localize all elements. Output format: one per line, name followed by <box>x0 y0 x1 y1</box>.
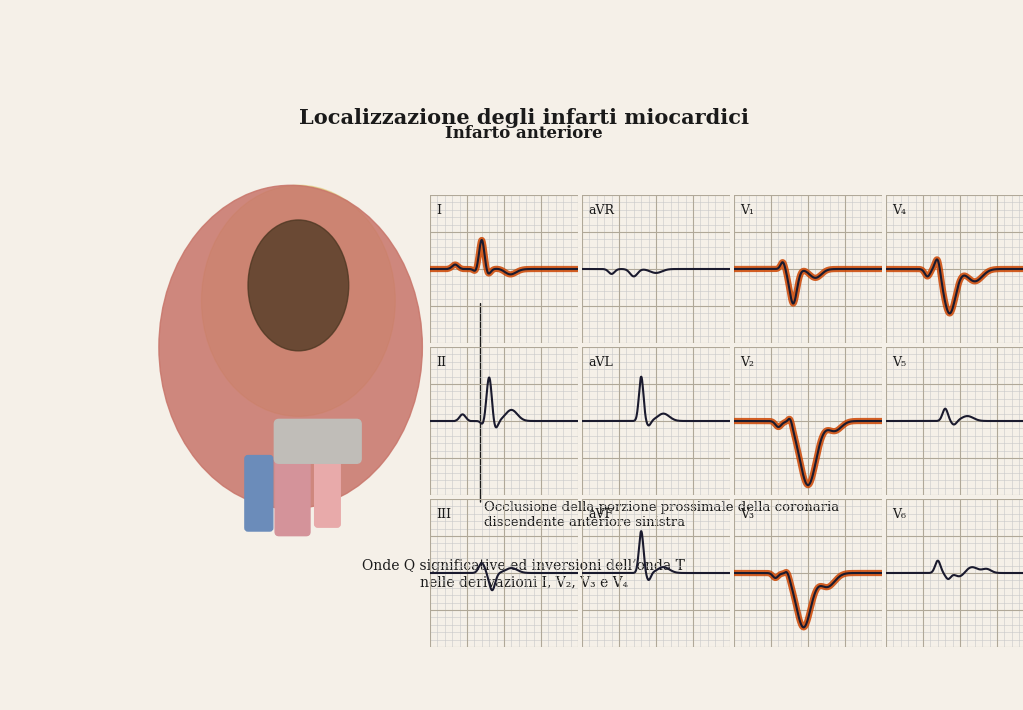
Ellipse shape <box>248 220 349 351</box>
Text: Localizzazione degli infarti miocardici: Localizzazione degli infarti miocardici <box>299 109 749 129</box>
Text: aVL: aVL <box>588 356 613 369</box>
Text: I: I <box>436 204 441 217</box>
FancyBboxPatch shape <box>315 459 341 528</box>
Text: V₁: V₁ <box>740 204 754 217</box>
Text: aVR: aVR <box>588 204 614 217</box>
Text: Occlusione della porzione prossimale della coronaria
discendente anteriore sinis: Occlusione della porzione prossimale del… <box>484 501 840 529</box>
FancyBboxPatch shape <box>244 456 273 531</box>
Text: Infarto anteriore: Infarto anteriore <box>445 125 603 142</box>
FancyBboxPatch shape <box>274 420 361 463</box>
Text: aVF: aVF <box>588 508 613 521</box>
Text: Onde Q significative ed inversioni dell’onda T
nelle derivazioni I, V₂, V₃ e V₄: Onde Q significative ed inversioni dell’… <box>362 559 685 589</box>
Ellipse shape <box>202 185 395 416</box>
FancyBboxPatch shape <box>275 435 310 535</box>
Text: II: II <box>436 356 446 369</box>
Text: V₆: V₆ <box>892 508 906 521</box>
Text: V₂: V₂ <box>740 356 754 369</box>
Text: V₃: V₃ <box>740 508 754 521</box>
Text: III: III <box>436 508 451 521</box>
Ellipse shape <box>159 185 422 508</box>
Text: V₄: V₄ <box>892 204 906 217</box>
Text: V₅: V₅ <box>892 356 906 369</box>
